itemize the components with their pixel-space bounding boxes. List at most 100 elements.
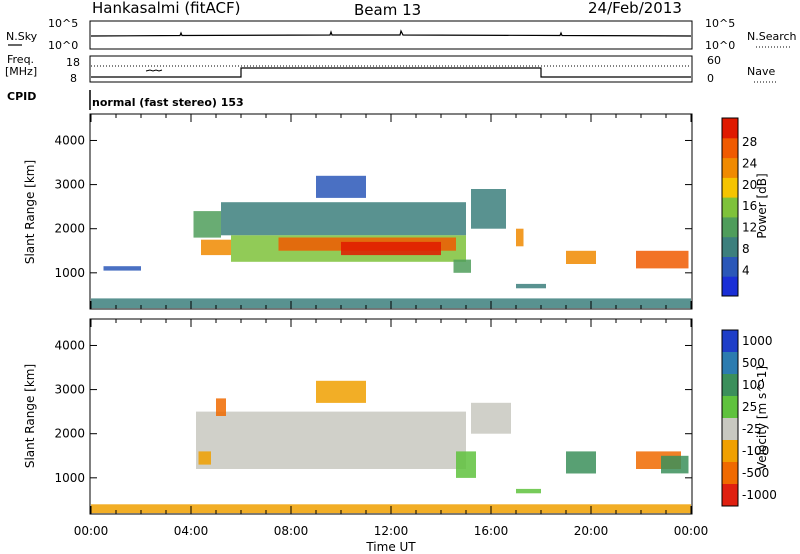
velocity-colorbar: 1000 500 100 25 -25 -100 -500 -1000 <box>721 329 777 507</box>
power-colorbar-tick-label: 16 <box>742 199 757 213</box>
velocity-echo-region <box>216 398 226 416</box>
velocity-panel: 1000 2000 3000 4000 Slant Range [km] <box>23 318 693 515</box>
velocity-y-axis-label: Slant Range [km] <box>23 364 37 468</box>
velocity-colorbar-segment <box>722 462 738 485</box>
velocity-colorbar-tick-label: -100 <box>742 444 769 458</box>
power-echo-region <box>316 175 366 198</box>
freq-tick-low: 8 <box>70 72 77 85</box>
power-echo-region <box>636 250 689 269</box>
time-tick-label: 12:00 <box>374 524 409 538</box>
power-colorbar-tick-label: 12 <box>742 221 757 235</box>
velocity-colorbar-segment <box>722 440 738 463</box>
time-tick-label: 00:00 <box>74 524 109 538</box>
velocity-colorbar-segment <box>722 418 738 441</box>
power-colorbar: 4 8 12 16 20 24 28 <box>721 117 757 297</box>
power-colorbar-segment <box>722 236 738 257</box>
velocity-colorbar-segment <box>722 396 738 419</box>
power-echo-region <box>341 241 441 256</box>
power-y-axis-label: Slant Range [km] <box>23 160 37 264</box>
power-y-tick-label: 1000 <box>54 266 85 280</box>
power-colorbar-segment <box>722 157 738 178</box>
nsky-label: N.Sky <box>6 30 38 43</box>
velocity-colorbar-tick-label: -25 <box>742 422 762 436</box>
velocity-colorbar-segment <box>722 484 738 507</box>
noise-tick-right-high: 10^5 <box>705 17 735 30</box>
velocity-colorbar-tick-label: 100 <box>742 378 765 392</box>
velocity-y-ticks: 1000 2000 3000 4000 <box>54 338 692 485</box>
power-echo-region <box>471 189 506 229</box>
power-colorbar-segment <box>722 197 738 218</box>
power-y-tick-label: 4000 <box>54 133 85 147</box>
velocity-echo-layer <box>91 380 691 514</box>
power-colorbar-segment <box>722 177 738 198</box>
velocity-colorbar-tick-label: 1000 <box>742 334 773 348</box>
power-colorbar-frame <box>721 117 739 297</box>
velocity-echo-region <box>516 488 541 494</box>
power-colorbar-segment <box>722 137 738 159</box>
noise-tick-left-high: 10^5 <box>48 17 78 30</box>
power-echo-region <box>103 266 141 271</box>
beam-title: Beam 13 <box>354 1 421 19</box>
velocity-echo-region <box>661 455 689 474</box>
velocity-colorbar-tick-label: -1000 <box>742 488 777 502</box>
freq-trace <box>91 67 691 78</box>
freq-label: Freq. <box>7 53 34 66</box>
nave-tick-high: 60 <box>707 54 721 67</box>
power-y-ticks: 1000 2000 3000 4000 <box>54 133 692 280</box>
freq-panel-frame <box>89 55 693 83</box>
power-colorbar-segment <box>722 216 738 238</box>
time-axis-label: Time UT <box>365 540 416 554</box>
time-tick-label: 08:00 <box>274 524 309 538</box>
velocity-colorbar-tick-label: -500 <box>742 466 769 480</box>
velocity-echo-region <box>566 451 596 474</box>
time-axis-tick-labels: 00:00 04:00 08:00 12:00 16:00 20:00 00:00 <box>74 524 709 538</box>
time-tick-label: 20:00 <box>574 524 609 538</box>
station-title: Hankasalmi (fitACF) <box>92 0 240 17</box>
velocity-y-tick-label: 2000 <box>54 427 85 441</box>
velocity-y-tick-label: 4000 <box>54 338 85 352</box>
velocity-colorbar-label: Velocity [m s^-1] <box>755 366 769 470</box>
power-colorbar-segment <box>722 276 738 297</box>
power-echo-region <box>516 228 524 247</box>
velocity-echo-region <box>456 451 476 478</box>
power-echo-region <box>566 250 596 264</box>
velocity-y-tick-label: 3000 <box>54 383 85 397</box>
velocity-colorbar-tick-label: 500 <box>742 356 765 370</box>
velocity-colorbar-segment <box>722 374 738 397</box>
power-y-tick-label: 3000 <box>54 178 85 192</box>
velocity-echo-region <box>196 411 466 469</box>
power-colorbar-label: Power [dB] <box>755 173 769 238</box>
velocity-echo-region <box>316 380 366 403</box>
nsearch-label: N.Search <box>747 30 797 43</box>
power-echo-region <box>201 239 231 256</box>
power-panel: 1000 2000 3000 4000 Slant Range [km] <box>23 113 693 310</box>
time-tick-label: 04:00 <box>174 524 209 538</box>
freq-unit-label: [MHz] <box>5 65 37 78</box>
noise-tick-right-low: 10^0 <box>705 39 735 52</box>
power-colorbar-tick-label: 8 <box>742 242 750 256</box>
power-echo-layer <box>91 175 691 309</box>
power-echo-region <box>453 259 471 273</box>
velocity-echo-region <box>471 402 511 434</box>
power-echo-region <box>221 202 466 236</box>
velocity-echo-region <box>198 451 211 465</box>
velocity-colorbar-frame <box>721 329 739 507</box>
velocity-colorbar-segment <box>722 352 738 375</box>
power-colorbar-tick-label: 20 <box>742 178 757 192</box>
power-echo-region <box>193 211 221 238</box>
power-x-ticks <box>90 114 692 309</box>
time-tick-label: 00:00 <box>674 524 709 538</box>
freq-tick-high: 18 <box>66 56 80 69</box>
cpid-text: normal (fast stereo) 153 <box>92 96 244 109</box>
power-colorbar-segment <box>722 118 738 139</box>
date-title: 24/Feb/2013 <box>588 0 682 17</box>
velocity-colorbar-segment <box>722 330 738 353</box>
cpid-label: CPID <box>7 90 36 103</box>
noise-panel-frame <box>89 20 693 50</box>
nave-tick-low: 0 <box>707 72 714 85</box>
power-echo-region <box>516 283 546 289</box>
power-colorbar-segment <box>722 256 738 277</box>
noise-tick-left-low: 10^0 <box>48 39 78 52</box>
power-colorbar-tick-label: 28 <box>742 135 757 149</box>
